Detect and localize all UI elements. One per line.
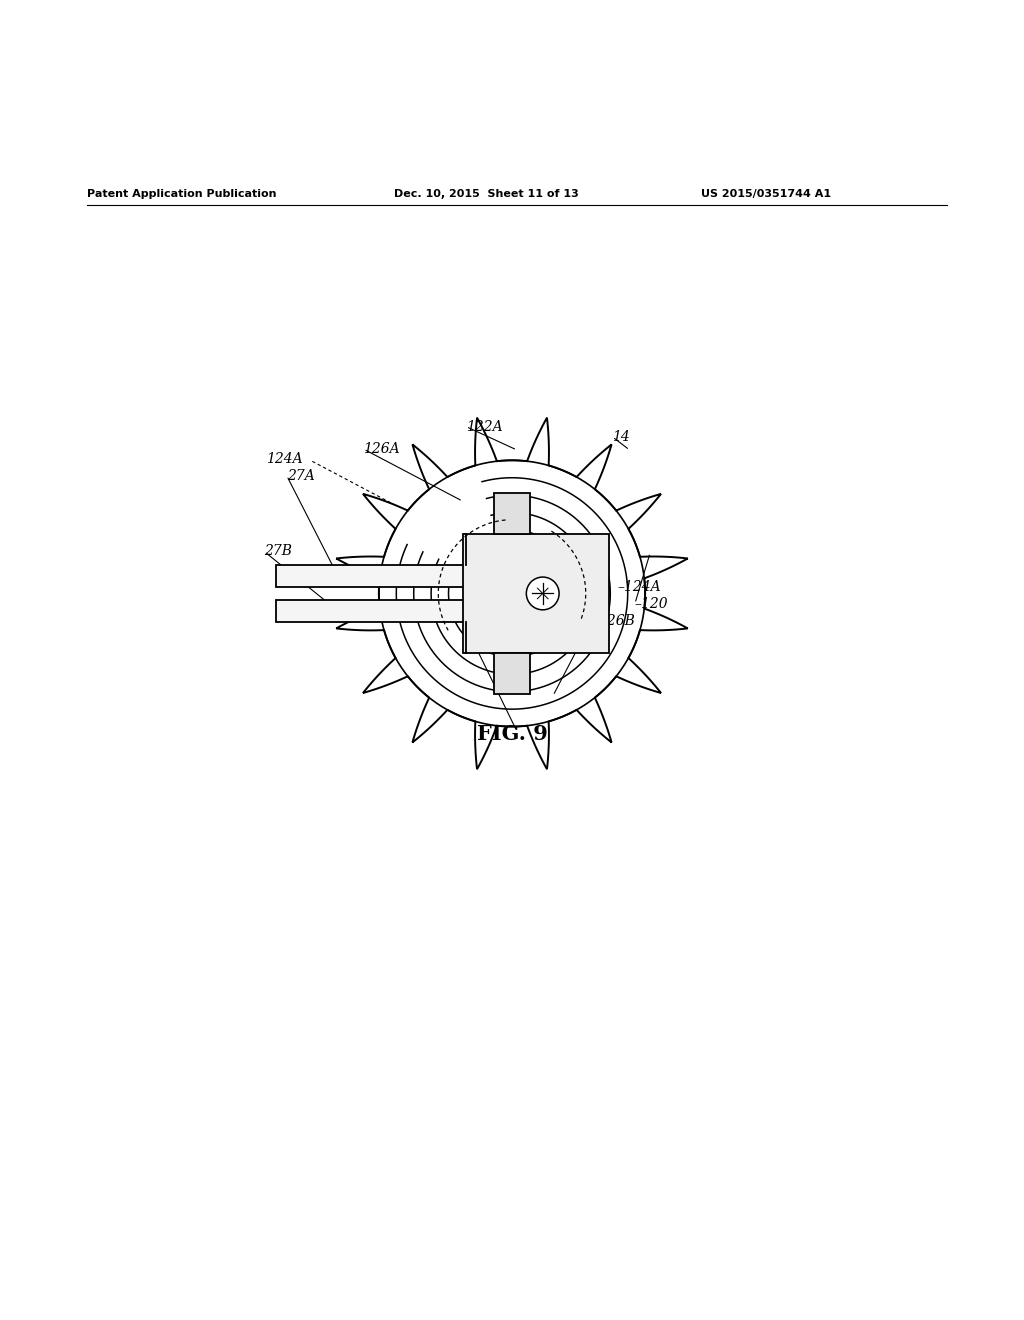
Text: 27A: 27A bbox=[287, 469, 314, 483]
Text: 122A: 122A bbox=[466, 420, 503, 433]
Polygon shape bbox=[463, 535, 609, 653]
Text: US 2015/0351744 A1: US 2015/0351744 A1 bbox=[701, 189, 831, 199]
Polygon shape bbox=[276, 565, 466, 587]
Text: 126A: 126A bbox=[364, 442, 400, 455]
Text: –124A: –124A bbox=[617, 581, 662, 594]
Text: –120: –120 bbox=[635, 597, 669, 611]
Polygon shape bbox=[336, 417, 688, 770]
Text: Patent Application Publication: Patent Application Publication bbox=[87, 189, 276, 199]
Text: FIG. 9: FIG. 9 bbox=[476, 723, 548, 743]
Text: 27B: 27B bbox=[264, 544, 292, 558]
Circle shape bbox=[526, 577, 559, 610]
Polygon shape bbox=[494, 494, 530, 535]
Text: 124A: 124A bbox=[266, 453, 303, 466]
Text: 14: 14 bbox=[612, 430, 630, 444]
Text: –126B: –126B bbox=[592, 614, 636, 628]
Polygon shape bbox=[276, 599, 466, 622]
Text: Dec. 10, 2015  Sheet 11 of 13: Dec. 10, 2015 Sheet 11 of 13 bbox=[394, 189, 579, 199]
Text: 122B: 122B bbox=[474, 636, 511, 651]
Polygon shape bbox=[494, 653, 530, 694]
